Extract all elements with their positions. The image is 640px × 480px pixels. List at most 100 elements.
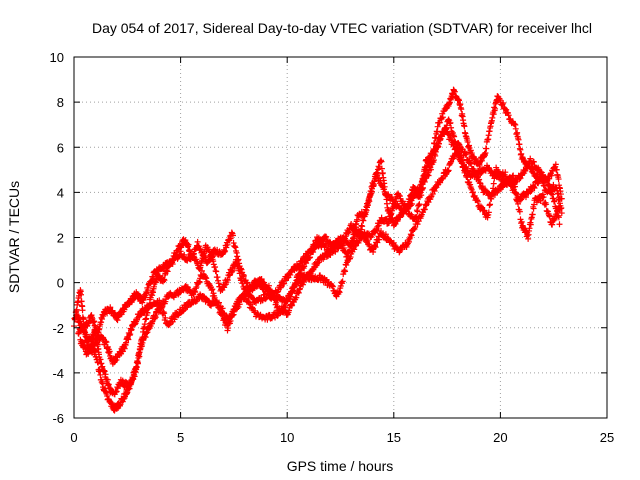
data-point: [336, 289, 343, 296]
data-point: [237, 265, 244, 272]
data-point: [551, 197, 558, 204]
data-point: [556, 221, 563, 228]
data-point: [198, 248, 205, 255]
data-point: [459, 146, 466, 153]
data-point: [445, 168, 452, 175]
data-point: [372, 244, 379, 251]
data-point: [540, 191, 547, 198]
data-point: [371, 243, 378, 250]
data-point: [160, 308, 167, 315]
data-point: [192, 289, 199, 296]
data-point: [307, 270, 314, 277]
data-point: [222, 247, 229, 254]
data-point: [451, 133, 458, 140]
data-point: [474, 197, 481, 204]
data-point: [546, 213, 553, 220]
data-point: [476, 176, 483, 183]
data-point: [431, 147, 438, 154]
data-point: [295, 289, 302, 296]
data-point: [254, 282, 261, 289]
data-point: [463, 163, 470, 170]
data-point: [512, 189, 519, 196]
data-point: [262, 295, 269, 302]
data-point: [408, 232, 415, 239]
data-point: [555, 214, 562, 221]
data-point: [252, 299, 259, 306]
data-point: [361, 213, 368, 220]
data-point: [531, 185, 538, 192]
data-point: [511, 121, 518, 128]
data-point: [370, 248, 377, 255]
data-point: [413, 207, 420, 214]
y-tick-label: -4: [52, 366, 64, 381]
data-point: [254, 310, 261, 317]
data-point: [530, 158, 537, 165]
data-point: [434, 128, 441, 135]
data-point: [444, 128, 451, 135]
data-point: [191, 288, 198, 295]
data-point: [548, 187, 555, 194]
data-point: [445, 116, 452, 123]
data-point: [470, 166, 477, 173]
data-point: [198, 267, 205, 274]
data-point: [329, 283, 336, 290]
data-point: [415, 202, 422, 209]
data-point: [353, 224, 360, 231]
y-tick-label: 0: [57, 276, 64, 291]
data-point: [264, 316, 271, 323]
data-point: [194, 238, 201, 245]
data-point: [315, 259, 322, 266]
data-point: [329, 282, 336, 289]
data-point: [546, 212, 553, 219]
data-point: [548, 172, 555, 179]
data-point: [543, 201, 550, 208]
data-point: [512, 125, 519, 132]
data-point: [376, 236, 383, 243]
data-point: [544, 177, 551, 184]
data-point: [301, 263, 308, 270]
data-point: [213, 268, 220, 275]
data-point: [340, 244, 347, 251]
x-tick-label: 10: [280, 430, 294, 445]
data-point: [95, 359, 102, 366]
data-point: [445, 131, 452, 138]
data-point: [462, 151, 469, 158]
data-point: [499, 101, 506, 108]
data-point: [210, 261, 217, 268]
data-point: [152, 314, 159, 321]
data-point: [412, 224, 419, 231]
data-point: [425, 199, 432, 206]
data-point: [457, 153, 464, 160]
data-point: [335, 288, 342, 295]
data-point: [80, 327, 87, 334]
data-point: [527, 155, 534, 162]
data-point: [272, 296, 279, 303]
data-point: [400, 210, 407, 217]
y-tick-label: -2: [52, 321, 64, 336]
data-point: [395, 191, 402, 198]
data-point: [323, 237, 330, 244]
data-point: [363, 203, 370, 210]
data-point: [503, 106, 510, 113]
data-point: [337, 282, 344, 289]
data-point: [219, 305, 226, 312]
data-point: [435, 140, 442, 147]
data-point: [378, 158, 385, 165]
data-point: [223, 244, 230, 251]
data-point: [171, 316, 178, 323]
data-point: [468, 160, 475, 167]
data-point: [352, 242, 359, 249]
data-point: [551, 198, 558, 205]
data-point: [421, 206, 428, 213]
data-point: [437, 137, 444, 144]
data-point: [413, 190, 420, 197]
data-point: [505, 176, 512, 183]
data-point: [229, 232, 236, 239]
data-point: [243, 279, 250, 286]
data-point: [466, 157, 473, 164]
data-point: [224, 276, 231, 283]
data-point: [342, 268, 349, 275]
data-point: [240, 271, 247, 278]
data-point: [193, 283, 200, 290]
data-point: [547, 171, 554, 178]
